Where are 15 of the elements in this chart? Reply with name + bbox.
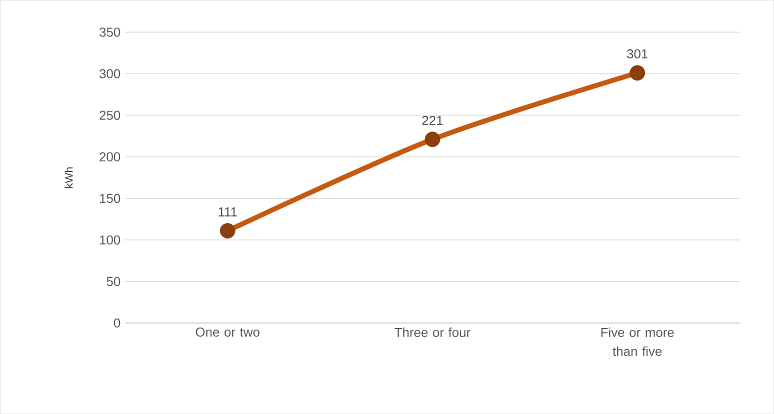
y-tick-label: 100 — [100, 235, 120, 244]
y-tick-label: 350 — [100, 28, 120, 37]
y-tick-label: 200 — [100, 152, 120, 162]
y-tick-label: 250 — [100, 110, 120, 120]
y-tick-label: 300 — [100, 69, 120, 78]
data-label: 111 — [218, 207, 237, 216]
x-tick-label: Five or more than five — [601, 327, 674, 356]
x-tick-label: One or two — [196, 327, 260, 337]
y-tick-label: 50 — [106, 276, 120, 286]
x-tick-label: Three or four — [394, 327, 470, 337]
y-axis-title: kWh — [64, 167, 73, 188]
data-label: 301 — [627, 49, 648, 58]
y-tick-label: 150 — [100, 194, 120, 203]
y-tick-label: 0 — [114, 318, 120, 328]
data-label: 221 — [422, 116, 443, 125]
